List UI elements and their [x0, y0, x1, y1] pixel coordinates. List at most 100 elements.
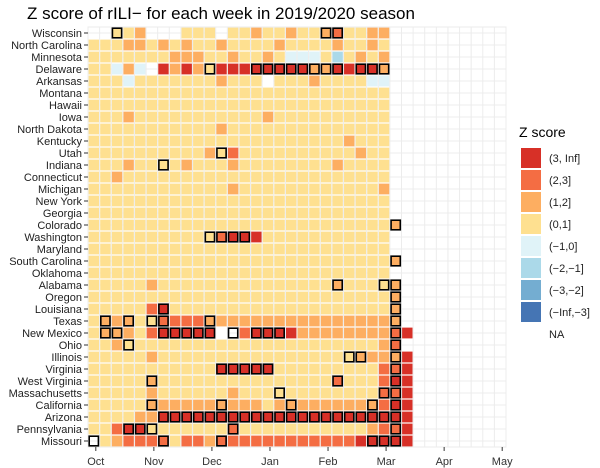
- heatmap-cell: [344, 255, 355, 267]
- heatmap-cell: [135, 51, 146, 63]
- state-label: North Dakota: [17, 124, 83, 136]
- heatmap-cell: [239, 423, 250, 435]
- heatmap-cell: [100, 375, 111, 387]
- heatmap-cell: [158, 399, 169, 411]
- heatmap-cell: [227, 315, 239, 327]
- heatmap-cell: [251, 207, 262, 219]
- highlight-box: [390, 255, 402, 267]
- heatmap-cell: [285, 267, 297, 279]
- heatmap-cell: [332, 87, 343, 99]
- heatmap-cell: [344, 159, 355, 171]
- heatmap-cell: [204, 351, 216, 363]
- heatmap-cell: [204, 27, 216, 39]
- heatmap-cell: [378, 327, 390, 339]
- heatmap-cell: [88, 351, 100, 363]
- heatmap-cell: [111, 423, 123, 435]
- heatmap-cell: [355, 159, 367, 171]
- heatmap-cell: [402, 423, 413, 435]
- heatmap-cell: [88, 315, 100, 327]
- heatmap-cell: [158, 231, 169, 243]
- legend: (3, Inf] (2,3] (1,2] (0,1] (−1,0] (−2,−1] (−3,…: [521, 148, 590, 341]
- heatmap-cell: [285, 363, 297, 375]
- heatmap-cell: [193, 135, 204, 147]
- legend-swatch: [521, 280, 541, 300]
- heatmap-cell: [309, 195, 320, 207]
- heatmap-cell: [355, 291, 367, 303]
- heatmap-cell: [123, 123, 134, 135]
- heatmap-cell: [262, 111, 274, 123]
- heatmap-cell: [309, 51, 320, 63]
- heatmap-cell: [100, 159, 111, 171]
- heatmap-cell: [100, 267, 111, 279]
- heatmap-cell: [100, 123, 111, 135]
- heatmap-cell: [274, 423, 285, 435]
- heatmap-cell: [274, 279, 285, 291]
- heatmap-cell: [123, 75, 134, 87]
- heatmap-cell: [216, 351, 227, 363]
- heatmap-cell: [344, 387, 355, 399]
- heatmap-cell: [216, 231, 227, 243]
- highlight-box: [355, 351, 367, 363]
- heatmap-cell: [193, 183, 204, 195]
- heatmap-cell: [367, 51, 378, 63]
- heatmap-cell: [274, 267, 285, 279]
- heatmap-cell: [320, 135, 332, 147]
- highlight-box: [390, 291, 402, 303]
- heatmap-cell: [239, 291, 250, 303]
- heatmap-cell: [169, 75, 181, 87]
- heatmap-cell: [88, 327, 100, 339]
- heatmap-cell: [309, 279, 320, 291]
- heatmap-cell: [88, 243, 100, 255]
- heatmap-cell: [285, 171, 297, 183]
- heatmap-cell: [274, 375, 285, 387]
- heatmap-cell: [285, 39, 297, 51]
- heatmap-cell: [355, 207, 367, 219]
- heatmap-cell: [169, 171, 181, 183]
- heatmap-cell: [262, 123, 274, 135]
- heatmap-cell: [355, 27, 367, 39]
- state-label: Indiana: [46, 160, 83, 172]
- heatmap-cell: [320, 303, 332, 315]
- heatmap-cell: [344, 315, 355, 327]
- heatmap-cell: [146, 171, 158, 183]
- heatmap-cell: [158, 387, 169, 399]
- heatmap-cell: [320, 267, 332, 279]
- heatmap-cell: [251, 435, 262, 447]
- heatmap-cell: [227, 339, 239, 351]
- heatmap-cell: [320, 435, 332, 447]
- state-label: Hawaii: [49, 100, 82, 112]
- heatmap-cell: [367, 135, 378, 147]
- heatmap-cell: [367, 303, 378, 315]
- heatmap-cell: [88, 303, 100, 315]
- heatmap-cell: [204, 111, 216, 123]
- heatmap-cell: [402, 399, 413, 411]
- highlight-box: [100, 315, 111, 327]
- heatmap-cell: [274, 411, 285, 423]
- heatmap-cell: [262, 399, 274, 411]
- heatmap-cell: [88, 63, 100, 75]
- heatmap-cell: [309, 123, 320, 135]
- heatmap-cell: [135, 327, 146, 339]
- state-label: Alabama: [39, 280, 83, 292]
- highlight-box: [390, 423, 402, 435]
- heatmap-cell: [274, 255, 285, 267]
- heatmap-cell: [285, 27, 297, 39]
- heatmap-cell: [169, 315, 181, 327]
- heatmap-cell: [378, 231, 390, 243]
- heatmap-cell: [216, 51, 227, 63]
- heatmap-cell: [378, 123, 390, 135]
- heatmap-cell: [297, 75, 309, 87]
- heatmap-cell: [378, 423, 390, 435]
- highlight-box: [378, 279, 390, 291]
- heatmap-cell: [146, 435, 158, 447]
- heatmap-cell: [251, 279, 262, 291]
- heatmap-cell: [309, 171, 320, 183]
- heatmap-cell: [204, 219, 216, 231]
- state-label: New Mexico: [22, 328, 82, 340]
- heatmap-cell: [402, 435, 413, 447]
- heatmap-cell: [309, 435, 320, 447]
- heatmap-cell: [378, 207, 390, 219]
- heatmap-cell: [262, 327, 274, 339]
- heatmap-cell: [262, 39, 274, 51]
- heatmap-cell: [309, 207, 320, 219]
